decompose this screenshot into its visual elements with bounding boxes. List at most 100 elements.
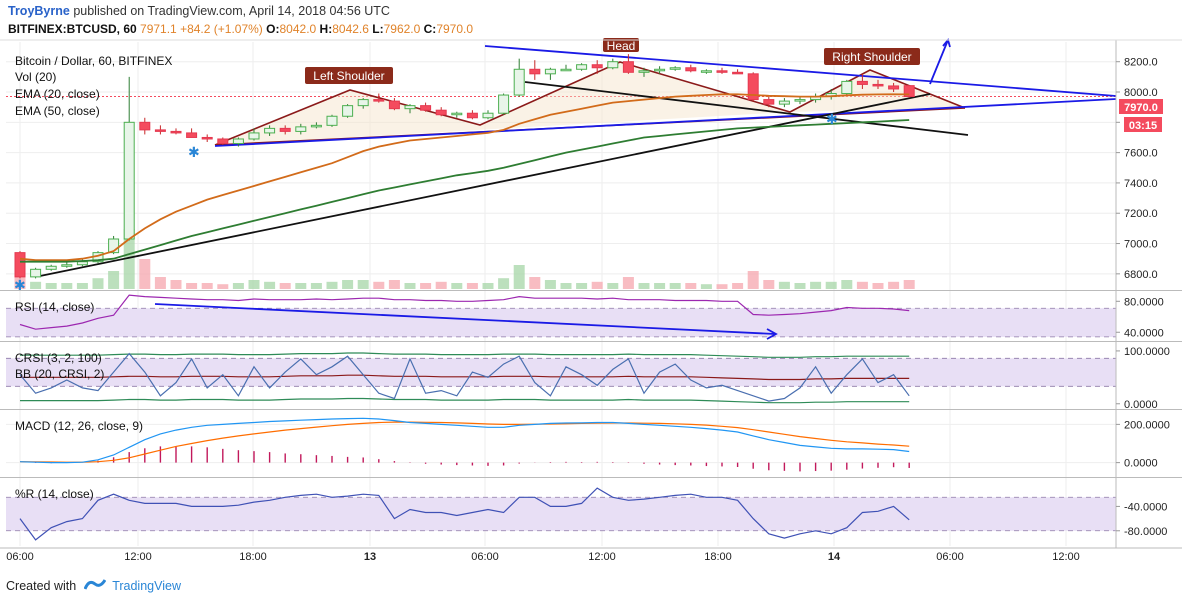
y-tick-label: 100.0000 bbox=[1124, 346, 1170, 358]
candle-down bbox=[888, 85, 900, 90]
candle-up bbox=[576, 64, 588, 70]
y-tick-label: 80.0000 bbox=[1124, 296, 1164, 308]
candle bbox=[856, 73, 868, 89]
volume-bar bbox=[856, 281, 868, 289]
candle bbox=[404, 104, 416, 114]
left-shoulder-box bbox=[305, 67, 393, 84]
current-price-badge bbox=[1119, 99, 1163, 114]
lower-wedge-line bbox=[214, 98, 1117, 147]
volume-bar bbox=[123, 229, 135, 289]
candle bbox=[841, 79, 853, 96]
x-tick-label: 06:00 bbox=[471, 551, 499, 563]
pattern-outline bbox=[214, 61, 966, 146]
candle-up bbox=[30, 268, 42, 278]
x-tick-label: 14 bbox=[828, 551, 841, 563]
upper-wedge-line bbox=[484, 45, 1117, 97]
pattern-labels: Left Shoulder Head Right Shoulder bbox=[305, 38, 920, 84]
volume-bar bbox=[154, 277, 166, 289]
tradingview-link[interactable]: TradingView bbox=[112, 578, 181, 593]
candle bbox=[170, 128, 182, 135]
volume-bar bbox=[30, 281, 42, 289]
volume-bar bbox=[232, 283, 244, 289]
legends: Bitcoin / Dollar, 60, BITFINEX Vol (20) … bbox=[15, 54, 172, 118]
indicator-band bbox=[6, 358, 1116, 387]
candle-up bbox=[560, 68, 572, 72]
left-shoulder-label: Left Shoulder bbox=[313, 69, 384, 83]
volume-bar bbox=[466, 283, 478, 289]
candle-down bbox=[420, 105, 432, 111]
falling-resistance-line bbox=[524, 81, 969, 136]
candle bbox=[544, 67, 556, 80]
candle-down bbox=[139, 121, 151, 131]
candle bbox=[654, 66, 666, 74]
candle-down bbox=[763, 99, 775, 105]
candle bbox=[388, 98, 400, 111]
ema50-legend: EMA (50, close) bbox=[15, 104, 100, 118]
candle-up bbox=[123, 121, 135, 240]
candle-down bbox=[872, 83, 884, 87]
candle-up bbox=[232, 138, 244, 145]
indicator-title: BB (20, CRSI, 2) bbox=[15, 367, 104, 381]
candle-down bbox=[622, 61, 634, 73]
candle-up bbox=[482, 112, 494, 119]
y-tick-label: -80.0000 bbox=[1124, 526, 1167, 538]
candle-up bbox=[700, 70, 712, 73]
volume-bar bbox=[716, 284, 728, 289]
candle bbox=[763, 96, 775, 108]
candle-down bbox=[732, 71, 744, 75]
candle-up bbox=[841, 80, 853, 95]
candle-down bbox=[856, 80, 868, 85]
high-label: H: bbox=[319, 22, 333, 36]
candle bbox=[264, 125, 276, 136]
y-tick-label: 0.0000 bbox=[1124, 399, 1158, 411]
bb-basis-line bbox=[20, 374, 910, 381]
y-tick-label: 8000.0 bbox=[1124, 87, 1158, 99]
candle-up bbox=[357, 99, 369, 107]
y-tick-label: 40.0000 bbox=[1124, 327, 1164, 339]
volume-bar bbox=[638, 283, 650, 289]
candle-up bbox=[342, 105, 354, 117]
candle bbox=[217, 137, 229, 146]
volume-bar bbox=[248, 280, 260, 289]
candle bbox=[357, 98, 369, 109]
volume-bar bbox=[778, 281, 790, 289]
candle bbox=[466, 110, 478, 120]
candle bbox=[342, 104, 354, 118]
volume-bar bbox=[92, 278, 104, 289]
candle bbox=[560, 64, 572, 72]
indicator-title: RSI (14, close) bbox=[15, 300, 94, 314]
chart-canvas[interactable]: ✱ ✱ ✱ Left Shoulder Head Right Shoulder … bbox=[0, 0, 1182, 575]
y-tick-label: 200.0000 bbox=[1124, 419, 1170, 431]
indicator-title: MACD (12, 26, close, 9) bbox=[15, 419, 143, 433]
x-tick-label: 18:00 bbox=[704, 551, 732, 563]
volume-bar bbox=[700, 284, 712, 289]
candle bbox=[310, 122, 322, 129]
candle-down bbox=[716, 70, 728, 73]
volume-bar bbox=[279, 283, 291, 289]
x-tick-label: 06:00 bbox=[936, 551, 964, 563]
candle-up bbox=[451, 112, 463, 116]
vol-legend: Vol (20) bbox=[15, 70, 56, 84]
candle-up bbox=[778, 100, 790, 105]
volume-bar bbox=[326, 281, 338, 289]
candle bbox=[607, 58, 619, 70]
ema20-line bbox=[19, 93, 910, 262]
y-tick-label: -40.0000 bbox=[1124, 501, 1167, 513]
volume-bar bbox=[732, 283, 744, 289]
indicator-band bbox=[6, 308, 1116, 337]
candle bbox=[685, 64, 697, 73]
candle bbox=[279, 125, 291, 135]
candle-up bbox=[108, 238, 120, 254]
candle bbox=[778, 98, 790, 108]
candle bbox=[482, 110, 494, 120]
candle-up bbox=[295, 126, 307, 132]
candle bbox=[201, 134, 213, 143]
price-badges: 7970.0 03:15 bbox=[1119, 99, 1163, 132]
volume-bar bbox=[810, 281, 822, 289]
volume-bar bbox=[76, 283, 88, 289]
author-link[interactable]: TroyByrne bbox=[8, 4, 70, 18]
candle-down bbox=[279, 127, 291, 132]
volume-bar bbox=[170, 280, 182, 289]
volume-bar bbox=[903, 280, 915, 289]
high-value: 8042.6 bbox=[332, 22, 369, 36]
